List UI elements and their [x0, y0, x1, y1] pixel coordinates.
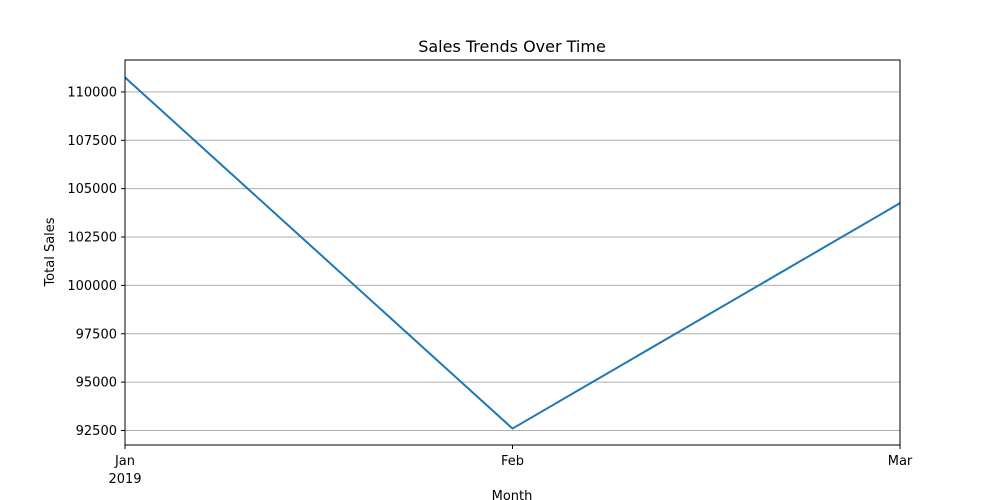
- chart-title: Sales Trends Over Time: [418, 37, 606, 56]
- x-tick-label: Mar: [888, 454, 913, 469]
- x-tick-label: Feb: [501, 454, 524, 469]
- y-axis: 92500 95000 97500 100000 102500 105000 107500 1…: [67, 85, 125, 439]
- y-tick-label: 92500: [76, 424, 117, 439]
- y-tick-label: 95000: [76, 376, 117, 391]
- x-tick-year-label: 2019: [108, 472, 141, 487]
- y-axis-label: Total Sales: [43, 217, 58, 287]
- y-tick-label: 110000: [67, 85, 117, 100]
- x-axis-label: Month: [492, 489, 533, 500]
- y-tick-label: 105000: [67, 182, 117, 197]
- y-tick-label: 107500: [67, 134, 117, 149]
- x-tick-label: Jan: [114, 454, 135, 469]
- gridlines: [125, 91, 900, 431]
- y-tick-label: 100000: [67, 279, 117, 294]
- y-tick-label: 102500: [67, 231, 117, 246]
- series-layer: [124, 76, 901, 430]
- x-axis: Jan Feb Mar 2019: [108, 445, 913, 487]
- series-line: [124, 76, 901, 430]
- y-tick-label: 97500: [76, 327, 117, 342]
